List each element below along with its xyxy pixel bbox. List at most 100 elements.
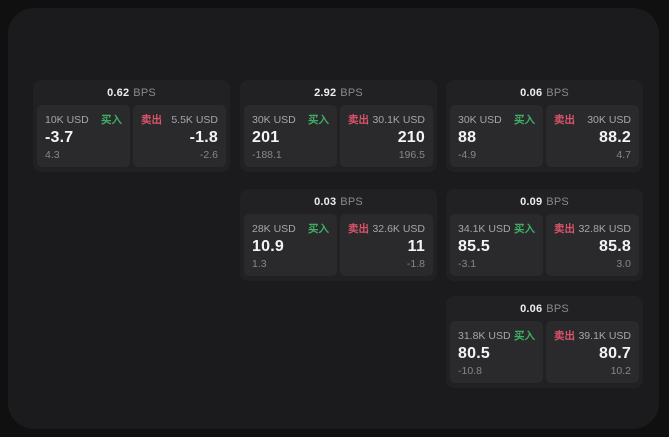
buy-amount: 10K USD — [45, 113, 89, 126]
buy-panel[interactable]: 28K USD 买入 10.9 1.3 — [244, 214, 337, 276]
buy-top-row: 28K USD 买入 — [252, 221, 329, 236]
card-body: 10K USD 买入 -3.7 4.3 卖出 5.5K USD -1.8 -2.… — [33, 105, 230, 167]
card-header: 0.09 BPS — [446, 189, 643, 214]
bps-unit-label: BPS — [340, 86, 363, 99]
sell-tag: 卖出 — [141, 114, 162, 126]
sell-tag: 卖出 — [554, 114, 575, 126]
buy-delta: -3.1 — [458, 258, 477, 270]
quote-card[interactable]: 0.06 BPS 30K USD 买入 88 -4.9 卖出 30K USD 8… — [446, 80, 643, 172]
sell-tag: 卖出 — [348, 114, 369, 126]
quote-card[interactable]: 0.62 BPS 10K USD 买入 -3.7 4.3 卖出 5.5K USD… — [33, 80, 230, 172]
sell-amount: 32.8K USD — [578, 222, 631, 235]
buy-delta: 4.3 — [45, 149, 60, 161]
buy-panel[interactable]: 30K USD 买入 201 -188.1 — [244, 105, 337, 167]
card-body: 30K USD 买入 201 -188.1 卖出 30.1K USD 210 1… — [240, 105, 437, 167]
buy-delta: -10.8 — [458, 365, 482, 377]
card-body: 34.1K USD 买入 85.5 -3.1 卖出 32.8K USD 85.8… — [446, 214, 643, 276]
sell-top-row: 卖出 30K USD — [554, 112, 631, 127]
sell-panel[interactable]: 卖出 5.5K USD -1.8 -2.6 — [133, 105, 226, 167]
sell-top-row: 卖出 39.1K USD — [554, 328, 631, 343]
bps-unit-label: BPS — [546, 86, 569, 99]
sell-tag: 卖出 — [554, 223, 575, 235]
sell-tag: 卖出 — [554, 330, 575, 342]
buy-panel[interactable]: 10K USD 买入 -3.7 4.3 — [37, 105, 130, 167]
buy-panel[interactable]: 30K USD 买入 88 -4.9 — [450, 105, 543, 167]
buy-tag: 买入 — [514, 223, 535, 235]
card-body: 30K USD 买入 88 -4.9 卖出 30K USD 88.2 4.7 — [446, 105, 643, 167]
quote-card[interactable]: 0.03 BPS 28K USD 买入 10.9 1.3 卖出 32.6K US… — [240, 189, 437, 281]
bps-unit-label: BPS — [546, 302, 569, 315]
sell-amount: 30.1K USD — [372, 113, 425, 126]
sell-panel[interactable]: 卖出 32.6K USD 11 -1.8 — [340, 214, 433, 276]
bps-value: 0.09 — [520, 195, 543, 208]
buy-price: 10.9 — [252, 238, 284, 255]
sell-price: 85.8 — [599, 238, 631, 255]
sell-price: 11 — [407, 238, 425, 255]
sell-price: 210 — [397, 129, 425, 146]
buy-price: 201 — [252, 129, 280, 146]
bps-value: 0.03 — [314, 195, 337, 208]
buy-delta: 1.3 — [252, 258, 267, 270]
buy-tag: 买入 — [101, 114, 122, 126]
sell-delta: 196.5 — [398, 149, 425, 161]
sell-top-row: 卖出 32.8K USD — [554, 221, 631, 236]
buy-panel[interactable]: 31.8K USD 买入 80.5 -10.8 — [450, 321, 543, 383]
bps-value: 0.06 — [520, 86, 543, 99]
card-body: 28K USD 买入 10.9 1.3 卖出 32.6K USD 11 -1.8 — [240, 214, 437, 276]
card-header: 0.03 BPS — [240, 189, 437, 214]
buy-price: 80.5 — [458, 345, 490, 362]
card-header: 2.92 BPS — [240, 80, 437, 105]
buy-top-row: 34.1K USD 买入 — [458, 221, 535, 236]
sell-delta: 3.0 — [616, 258, 631, 270]
card-header: 0.06 BPS — [446, 296, 643, 321]
sell-amount: 30K USD — [587, 113, 631, 126]
sell-amount: 5.5K USD — [171, 113, 218, 126]
sell-delta: -1.8 — [406, 258, 425, 270]
sell-delta: 4.7 — [616, 149, 631, 161]
sell-price: -1.8 — [189, 129, 218, 146]
buy-top-row: 30K USD 买入 — [252, 112, 329, 127]
buy-panel[interactable]: 34.1K USD 买入 85.5 -3.1 — [450, 214, 543, 276]
buy-price: -3.7 — [45, 129, 74, 146]
bps-unit-label: BPS — [340, 195, 363, 208]
sell-top-row: 卖出 30.1K USD — [348, 112, 425, 127]
bps-value: 2.92 — [314, 86, 337, 99]
buy-delta: -4.9 — [458, 149, 477, 161]
quote-card[interactable]: 0.09 BPS 34.1K USD 买入 85.5 -3.1 卖出 32.8K… — [446, 189, 643, 281]
sell-panel[interactable]: 卖出 39.1K USD 80.7 10.2 — [546, 321, 639, 383]
buy-amount: 30K USD — [252, 113, 296, 126]
buy-price: 85.5 — [458, 238, 490, 255]
sell-panel[interactable]: 卖出 30.1K USD 210 196.5 — [340, 105, 433, 167]
sell-tag: 卖出 — [348, 223, 369, 235]
sell-amount: 32.6K USD — [372, 222, 425, 235]
sell-panel[interactable]: 卖出 30K USD 88.2 4.7 — [546, 105, 639, 167]
buy-tag: 买入 — [514, 114, 535, 126]
sell-delta: -2.6 — [199, 149, 218, 161]
buy-amount: 28K USD — [252, 222, 296, 235]
bps-unit-label: BPS — [133, 86, 156, 99]
sell-top-row: 卖出 32.6K USD — [348, 221, 425, 236]
buy-amount: 34.1K USD — [458, 222, 511, 235]
buy-amount: 30K USD — [458, 113, 502, 126]
quote-card[interactable]: 0.06 BPS 31.8K USD 买入 80.5 -10.8 卖出 39.1… — [446, 296, 643, 388]
quote-card[interactable]: 2.92 BPS 30K USD 买入 201 -188.1 卖出 30.1K … — [240, 80, 437, 172]
buy-top-row: 10K USD 买入 — [45, 112, 122, 127]
sell-price: 80.7 — [599, 345, 631, 362]
buy-price: 88 — [458, 129, 477, 146]
buy-top-row: 30K USD 买入 — [458, 112, 535, 127]
buy-tag: 买入 — [308, 114, 329, 126]
sell-amount: 39.1K USD — [578, 329, 631, 342]
buy-tag: 买入 — [514, 330, 535, 342]
bps-value: 0.62 — [107, 86, 130, 99]
buy-tag: 买入 — [308, 223, 329, 235]
bps-unit-label: BPS — [546, 195, 569, 208]
bps-value: 0.06 — [520, 302, 543, 315]
sell-top-row: 卖出 5.5K USD — [141, 112, 218, 127]
card-header: 0.62 BPS — [33, 80, 230, 105]
sell-price: 88.2 — [599, 129, 631, 146]
buy-delta: -188.1 — [252, 149, 282, 161]
buy-top-row: 31.8K USD 买入 — [458, 328, 535, 343]
sell-delta: 10.2 — [610, 365, 631, 377]
sell-panel[interactable]: 卖出 32.8K USD 85.8 3.0 — [546, 214, 639, 276]
